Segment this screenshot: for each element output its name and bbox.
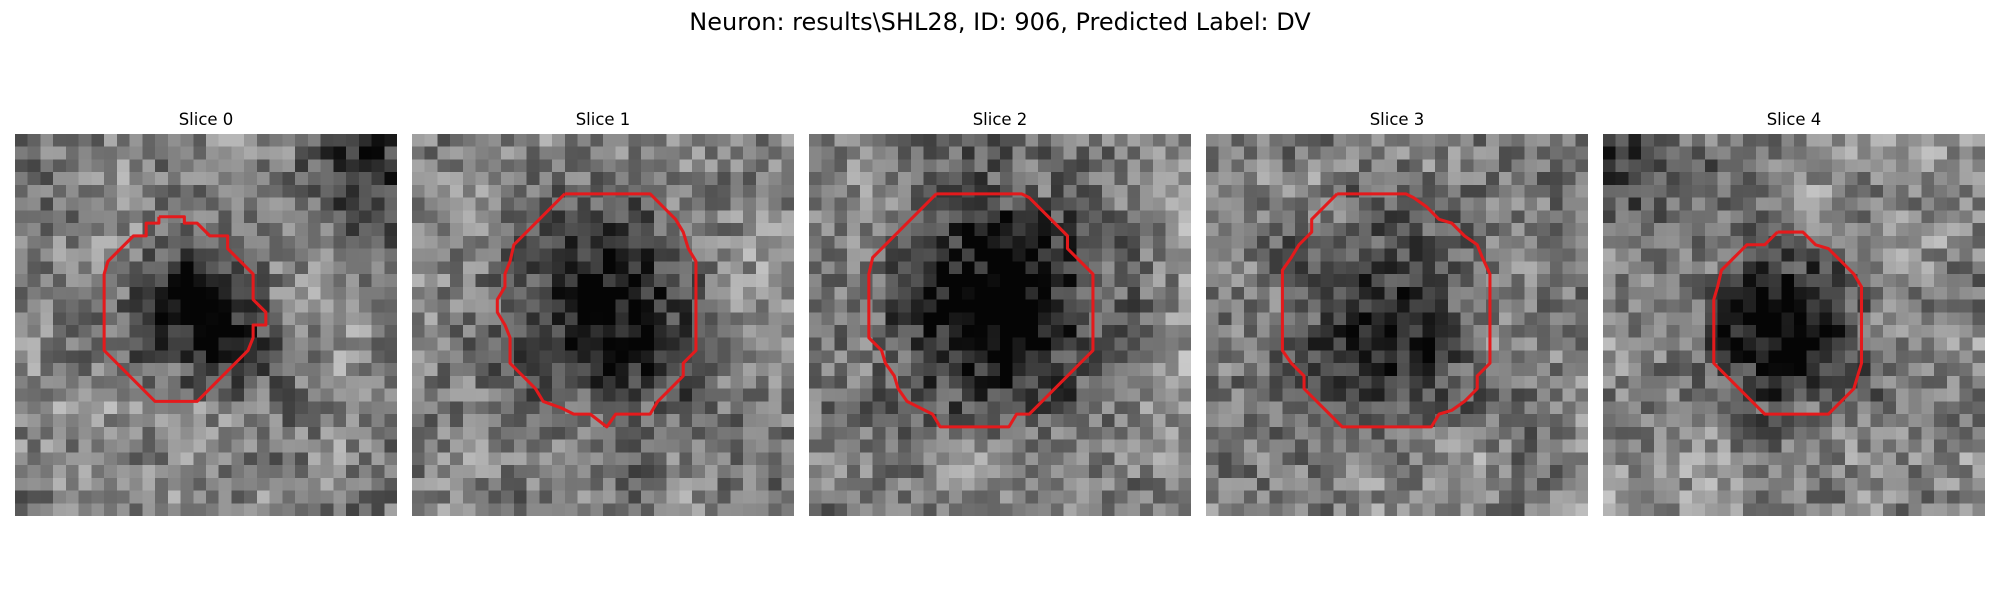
slice-pixel-grid: [1206, 134, 1588, 516]
slice-image: [15, 134, 397, 516]
slice-title: Slice 3: [1369, 110, 1425, 129]
slice-title: Slice 0: [178, 110, 234, 129]
roi-contour: [867, 192, 1095, 429]
slice-image: [412, 134, 794, 516]
slice-pixel-grid: [809, 134, 1191, 516]
figure-title: Neuron: results\SHL28, ID: 906, Predicte…: [689, 8, 1311, 36]
slice-title: Slice 4: [1766, 110, 1822, 129]
slice-pixel-grid: [1603, 134, 1985, 516]
slice-image: [809, 134, 1191, 516]
roi-contour: [102, 215, 268, 403]
roi-contour: [1712, 230, 1864, 416]
slice-image: [1206, 134, 1588, 516]
slice-panel-4: Slice 4: [1603, 108, 1985, 516]
slice-panel-0: Slice 0: [15, 108, 397, 516]
slice-panel-1: Slice 1: [412, 108, 794, 516]
roi-contour: [495, 192, 698, 429]
slice-panel-3: Slice 3: [1206, 108, 1588, 516]
slice-title: Slice 2: [972, 110, 1028, 129]
slice-image: [1603, 134, 1985, 516]
slice-panel-2: Slice 2: [809, 108, 1191, 516]
slice-pixel-grid: [412, 134, 794, 516]
slice-title: Slice 1: [575, 110, 631, 129]
roi-contour: [1280, 192, 1492, 429]
slice-pixel-grid: [15, 134, 397, 516]
